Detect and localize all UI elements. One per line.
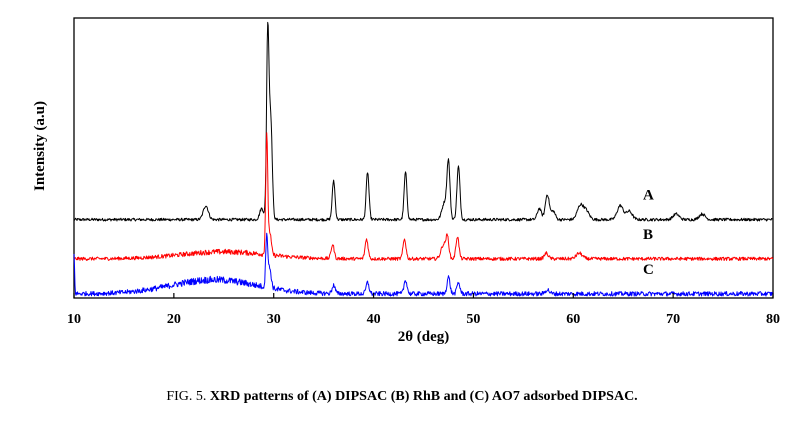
figure-caption: FIG. 5. XRD patterns of (A) DIPSAC (B) R… bbox=[0, 389, 804, 405]
series-label-a: A bbox=[643, 188, 654, 204]
series-label-b: B bbox=[643, 227, 653, 243]
x-tick-label: 30 bbox=[267, 312, 281, 327]
x-tick-label: 70 bbox=[666, 312, 680, 327]
x-tick-label: 10 bbox=[67, 312, 81, 327]
x-axis-title: 2θ (deg) bbox=[398, 329, 450, 345]
x-tick-label: 80 bbox=[766, 312, 780, 327]
caption-text: XRD patterns of (A) DIPSAC (B) RhB and (… bbox=[209, 389, 638, 404]
x-tick-layer: 10 20 30 40 50 60 70 80 bbox=[67, 293, 780, 327]
series-label-c: C bbox=[643, 262, 654, 278]
y-axis-title: Intensity (a.u) bbox=[32, 101, 48, 191]
series-layer bbox=[73, 21, 774, 297]
x-tick-label: 20 bbox=[167, 312, 181, 327]
series-line-a bbox=[73, 21, 774, 222]
x-tick-label: 40 bbox=[367, 312, 381, 327]
caption-prefix: FIG. 5. bbox=[166, 389, 210, 404]
series-label-layer: A B C bbox=[643, 188, 654, 278]
plot-frame bbox=[73, 17, 774, 299]
series-line-c bbox=[73, 232, 774, 297]
xrd-chart: A B C 10 20 30 40 50 60 70 80 2θ (deg) Intensity … bbox=[32, 17, 780, 345]
series-line-b bbox=[73, 132, 774, 261]
x-tick-label: 60 bbox=[566, 312, 580, 327]
x-tick-label: 50 bbox=[466, 312, 480, 327]
